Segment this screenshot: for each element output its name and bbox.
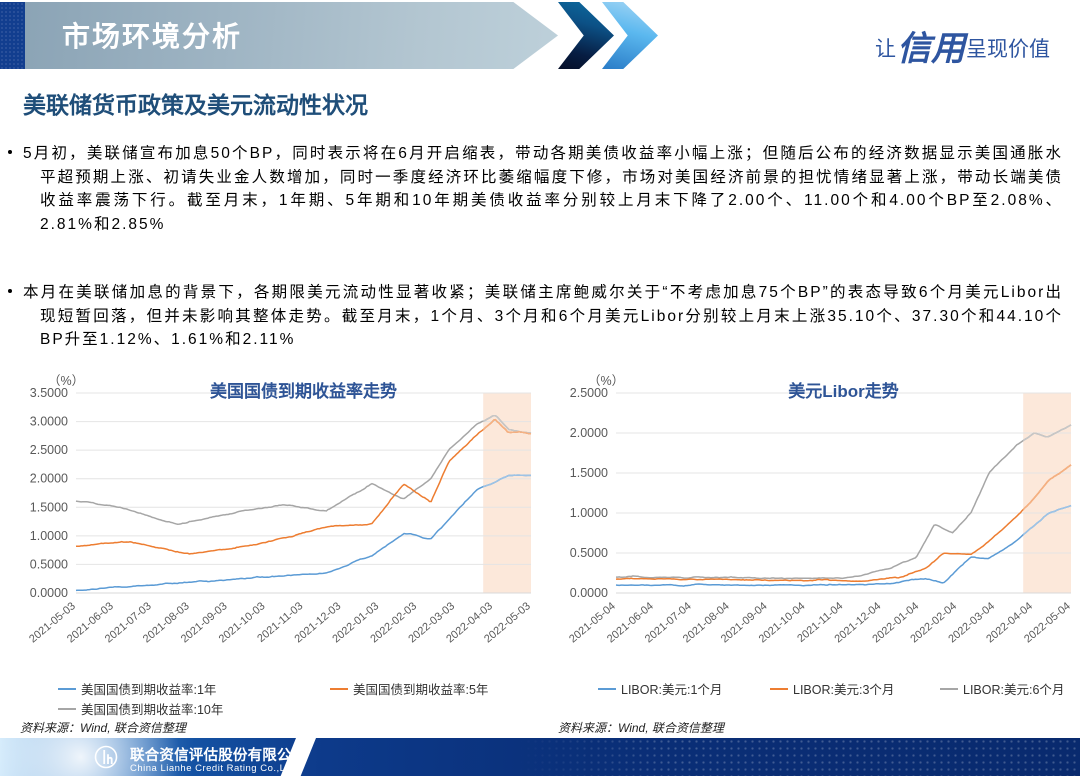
svg-text:2.0000: 2.0000 — [570, 426, 608, 440]
svg-text:1.5000: 1.5000 — [30, 500, 68, 514]
svg-text:1.0000: 1.0000 — [30, 529, 68, 543]
svg-text:2.5000: 2.5000 — [570, 386, 608, 400]
svg-text:0.0000: 0.0000 — [30, 586, 68, 600]
svg-text:（%）: （%） — [48, 374, 84, 388]
svg-text:美国国债到期收益率走势: 美国国债到期收益率走势 — [210, 381, 397, 401]
svg-text:2.5000: 2.5000 — [30, 443, 68, 457]
svg-text:1.5000: 1.5000 — [570, 466, 608, 480]
svg-text:0.5000: 0.5000 — [30, 557, 68, 571]
svg-text:1.0000: 1.0000 — [570, 506, 608, 520]
svg-text:美元Libor走势: 美元Libor走势 — [788, 381, 899, 401]
svg-text:3.5000: 3.5000 — [30, 386, 68, 400]
svg-text:2.0000: 2.0000 — [30, 472, 68, 486]
svg-text:3.0000: 3.0000 — [30, 415, 68, 429]
svg-text:0.5000: 0.5000 — [570, 546, 608, 560]
svg-text:（%）: （%） — [588, 374, 624, 388]
svg-text:0.0000: 0.0000 — [570, 586, 608, 600]
